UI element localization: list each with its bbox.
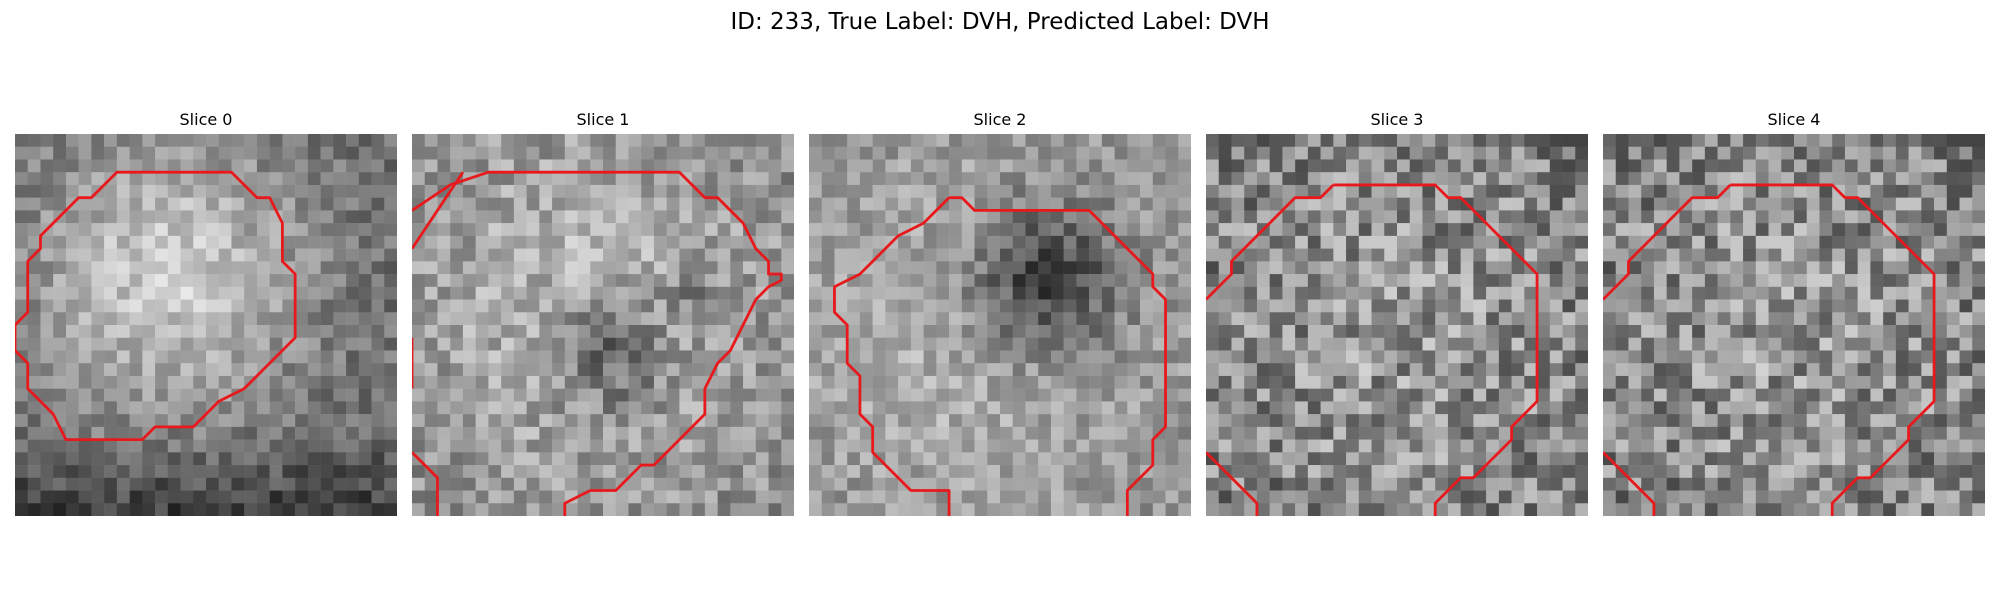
- segmentation-contour: [1206, 183, 1335, 301]
- mri-slice-image-0: [15, 134, 397, 516]
- pixel-grid: [412, 134, 794, 516]
- mri-slice-image-2: [809, 134, 1191, 516]
- pixel-grid: [809, 134, 1191, 516]
- slice-title-3: Slice 3: [1370, 110, 1424, 129]
- slice-panel-4: Slice 4: [1603, 110, 1985, 516]
- slice-panel-3: Slice 3: [1206, 110, 1588, 516]
- segmentation-contour: [1206, 451, 1259, 516]
- pixel-grid: [1603, 134, 1985, 516]
- segmentation-contour: [1333, 183, 1539, 516]
- slice-title-2: Slice 2: [973, 110, 1027, 129]
- slice-panel-1: Slice 1: [412, 110, 794, 516]
- segmentation-contour: [1730, 183, 1936, 516]
- segmentation-contour: [15, 170, 297, 442]
- segmentation-contour: [949, 196, 1167, 516]
- mri-slice-image-1: [412, 134, 794, 516]
- segmentation-contour: [833, 196, 951, 516]
- mri-slice-image-4: [1603, 134, 1985, 516]
- figure-title: ID: 233, True Label: DVH, Predicted Labe…: [730, 9, 1270, 35]
- slice-panel-2: Slice 2: [809, 110, 1191, 516]
- segmentation-contour: [412, 170, 578, 212]
- slice-title-4: Slice 4: [1767, 110, 1821, 129]
- segmentation-contour: [1603, 183, 1732, 301]
- mri-slice-image-3: [1206, 134, 1588, 516]
- pixel-grid: [1206, 134, 1588, 516]
- segmentation-contour: [412, 451, 439, 516]
- slice-title-1: Slice 1: [576, 110, 630, 129]
- slice-panel-0: Slice 0: [15, 110, 397, 516]
- pixel-grid: [15, 134, 397, 516]
- segmentation-contour: [563, 170, 783, 516]
- slice-title-0: Slice 0: [179, 110, 233, 129]
- segmentation-contour: [1603, 451, 1656, 516]
